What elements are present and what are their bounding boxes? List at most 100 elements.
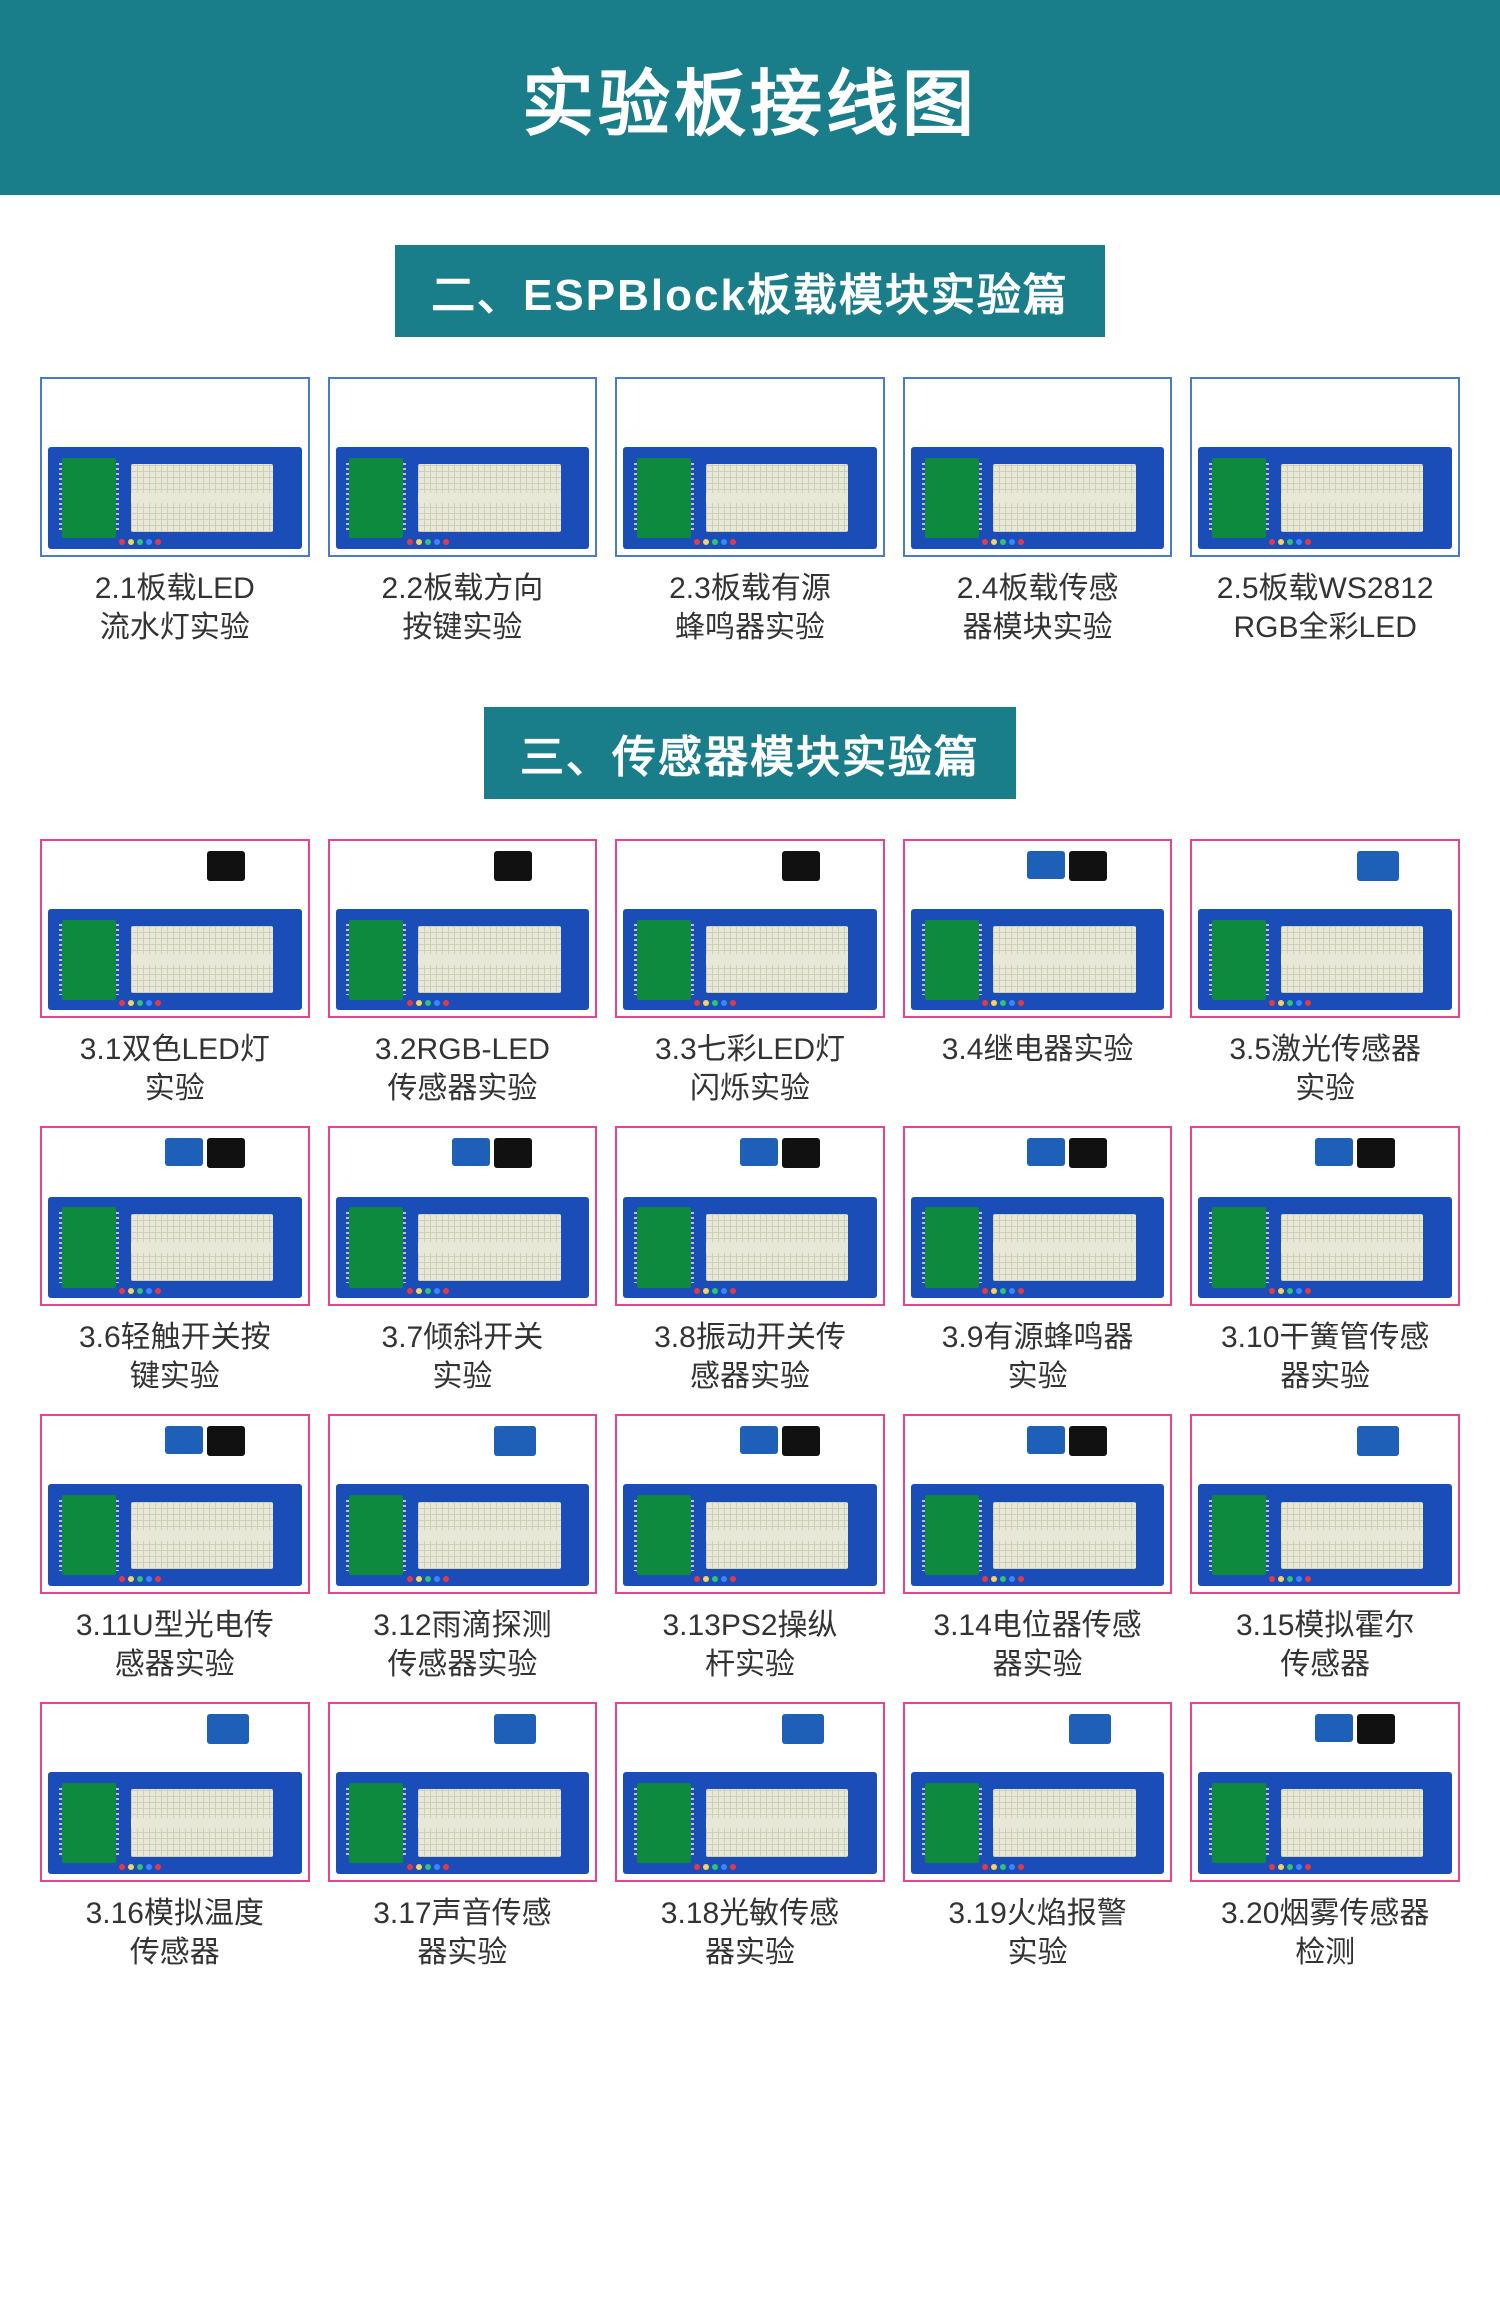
sensor-module-icon [207, 851, 245, 881]
experiment-card[interactable]: 3.7倾斜开关 实验 [328, 1126, 598, 1396]
wiring-thumbnail [328, 839, 598, 1019]
wiring-thumbnail [615, 1414, 885, 1594]
experiment-caption: 3.8振动开关传 感器实验 [654, 1318, 846, 1396]
dev-board-icon [1198, 447, 1452, 549]
dev-board-icon [48, 1772, 302, 1874]
experiment-caption: 3.19火焰报警 实验 [948, 1894, 1126, 1972]
experiment-card[interactable]: 2.5板载WS2812 RGB全彩LED [1190, 377, 1460, 647]
wiring-thumbnail [903, 1414, 1173, 1594]
dev-board-icon [336, 1484, 590, 1586]
wiring-thumbnail [903, 839, 1173, 1019]
wiring-thumbnail [1190, 1126, 1460, 1306]
experiment-card[interactable]: 3.4继电器实验 [903, 839, 1173, 1109]
experiment-card[interactable]: 3.10干簧管传感 器实验 [1190, 1126, 1460, 1396]
sensor-module-icon [1069, 851, 1107, 881]
experiment-grid: 2.1板载LED 流水灯实验2.2板载方向 按键实验 2.3板载有源 蜂鸣器实验 2… [0, 367, 1500, 657]
experiment-caption: 3.16模拟温度 传感器 [86, 1894, 264, 1972]
experiment-card[interactable]: 2.4板载传感 器模块实验 [903, 377, 1173, 647]
experiment-caption: 3.15模拟霍尔 传感器 [1236, 1606, 1414, 1684]
experiment-card[interactable]: 3.1双色LED灯 实验 [40, 839, 310, 1109]
experiment-card[interactable]: 3.12雨滴探测 传感器实验 [328, 1414, 598, 1684]
experiment-card[interactable]: 3.20烟雾传感器 检测 [1190, 1702, 1460, 1972]
experiment-caption: 2.5板载WS2812 RGB全彩LED [1217, 569, 1434, 647]
dev-board-icon [623, 1772, 877, 1874]
wiring-thumbnail [328, 1414, 598, 1594]
experiment-card[interactable]: 3.3七彩LED灯 闪烁实验 [615, 839, 885, 1109]
dev-board-icon [623, 1197, 877, 1299]
experiment-caption: 3.14电位器传感 器实验 [933, 1606, 1141, 1684]
experiment-card[interactable]: 3.19火焰报警 实验 [903, 1702, 1173, 1972]
dev-board-icon [911, 909, 1165, 1011]
experiment-caption: 3.18光敏传感 器实验 [661, 1894, 839, 1972]
wiring-thumbnail [903, 1126, 1173, 1306]
experiment-card[interactable]: 3.9有源蜂鸣器 实验 [903, 1126, 1173, 1396]
experiment-caption: 3.7倾斜开关 实验 [382, 1318, 544, 1396]
experiment-card[interactable]: 3.15模拟霍尔 传感器 [1190, 1414, 1460, 1684]
wiring-thumbnail [1190, 1414, 1460, 1594]
experiment-card[interactable]: 3.16模拟温度 传感器 [40, 1702, 310, 1972]
experiment-caption: 3.20烟雾传感器 检测 [1221, 1894, 1429, 1972]
sensor-module-icon [1069, 1714, 1111, 1744]
dev-board-icon [48, 909, 302, 1011]
sensor-module-icon [207, 1714, 249, 1744]
experiment-caption: 3.10干簧管传感 器实验 [1221, 1318, 1429, 1396]
sensor-module-icon [1357, 1714, 1395, 1744]
wiring-thumbnail [328, 377, 598, 557]
sensor-module-icon [1069, 1426, 1107, 1456]
sensor-module-icon [1357, 851, 1399, 881]
dev-board-icon [48, 1484, 302, 1586]
dev-board-icon [336, 1772, 590, 1874]
wiring-thumbnail [1190, 1702, 1460, 1882]
experiment-card[interactable]: 3.5激光传感器 实验 [1190, 839, 1460, 1109]
dev-board-icon [911, 447, 1165, 549]
wiring-thumbnail [1190, 839, 1460, 1019]
experiment-caption: 3.4继电器实验 [942, 1030, 1134, 1069]
experiment-card[interactable]: 3.18光敏传感 器实验 [615, 1702, 885, 1972]
experiment-caption: 3.17声音传感 器实验 [373, 1894, 551, 1972]
experiment-caption: 3.1双色LED灯 实验 [80, 1030, 270, 1108]
section-heading: 二、ESPBlock板载模块实验篇 [395, 245, 1105, 337]
experiment-card[interactable]: 3.6轻触开关按 键实验 [40, 1126, 310, 1396]
experiment-caption: 3.13PS2操纵 杆实验 [662, 1606, 837, 1684]
sensor-module-icon [207, 1138, 245, 1168]
experiment-caption: 2.4板载传感 器模块实验 [957, 569, 1119, 647]
wiring-thumbnail [328, 1126, 598, 1306]
dev-board-icon [911, 1197, 1165, 1299]
wiring-thumbnail [40, 839, 310, 1019]
experiment-card[interactable]: 3.2RGB-LED 传感器实验 [328, 839, 598, 1109]
dev-board-icon [1198, 1484, 1452, 1586]
section-heading: 三、传感器模块实验篇 [484, 707, 1016, 799]
experiment-caption: 3.6轻触开关按 键实验 [79, 1318, 271, 1396]
experiment-caption: 3.12雨滴探测 传感器实验 [373, 1606, 551, 1684]
experiment-card[interactable]: 3.17声音传感 器实验 [328, 1702, 598, 1972]
wiring-thumbnail [40, 1126, 310, 1306]
experiment-caption: 3.2RGB-LED 传感器实验 [375, 1030, 550, 1108]
experiment-card[interactable]: 3.13PS2操纵 杆实验 [615, 1414, 885, 1684]
experiment-grid: 3.1双色LED灯 实验 3.2RGB-LED 传感器实验 3.3七彩LED灯 闪烁… [0, 829, 1500, 1982]
dev-board-icon [623, 447, 877, 549]
experiment-card[interactable]: 3.8振动开关传 感器实验 [615, 1126, 885, 1396]
wiring-thumbnail [1190, 377, 1460, 557]
experiment-card[interactable]: 2.2板载方向 按键实验 [328, 377, 598, 647]
experiment-card[interactable]: 2.1板载LED 流水灯实验 [40, 377, 310, 647]
dev-board-icon [48, 1197, 302, 1299]
experiment-card[interactable]: 3.14电位器传感 器实验 [903, 1414, 1173, 1684]
sensor-module-icon [494, 1138, 532, 1168]
sensor-module-icon [1357, 1138, 1395, 1168]
wiring-thumbnail [615, 1126, 885, 1306]
experiment-caption: 3.9有源蜂鸣器 实验 [942, 1318, 1134, 1396]
sensor-module-icon [1357, 1426, 1399, 1456]
wiring-thumbnail [615, 1702, 885, 1882]
wiring-thumbnail [328, 1702, 598, 1882]
experiment-caption: 3.5激光传感器 实验 [1229, 1030, 1421, 1108]
sensor-module-icon [494, 1426, 536, 1456]
experiment-card[interactable]: 2.3板载有源 蜂鸣器实验 [615, 377, 885, 647]
experiment-card[interactable]: 3.11U型光电传 感器实验 [40, 1414, 310, 1684]
page-title: 实验板接线图 [0, 0, 1500, 195]
wiring-thumbnail [40, 377, 310, 557]
sensor-module-icon [782, 1714, 824, 1744]
experiment-caption: 3.3七彩LED灯 闪烁实验 [655, 1030, 845, 1108]
wiring-thumbnail [615, 839, 885, 1019]
sensor-module-icon [494, 851, 532, 881]
experiment-caption: 2.3板载有源 蜂鸣器实验 [669, 569, 831, 647]
